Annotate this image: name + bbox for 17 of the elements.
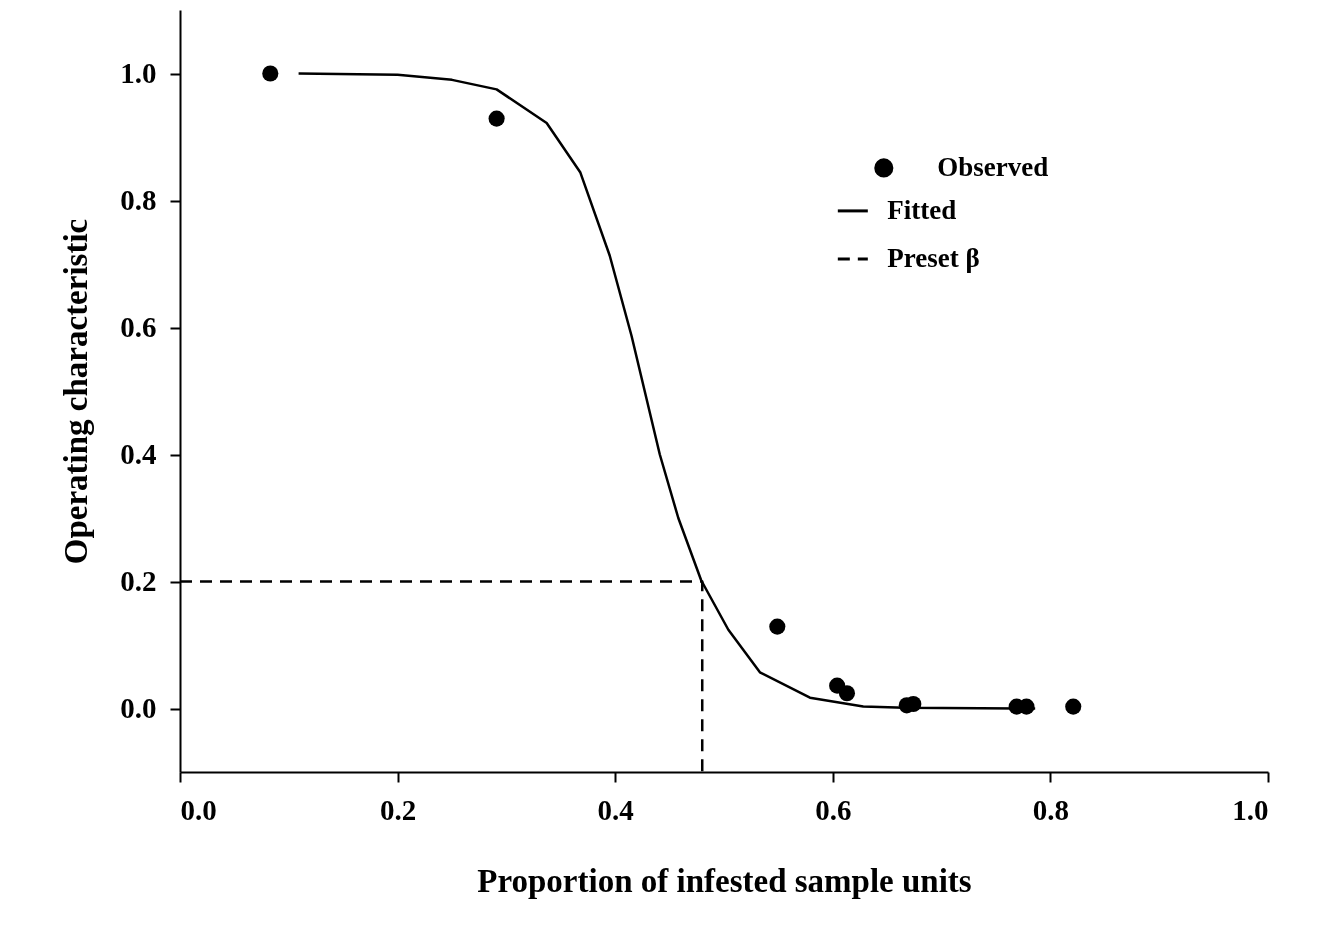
y-tick-label: 0.6 [120,311,157,343]
legend-label: Observed [937,151,1049,182]
x-tick-label: 0.4 [597,793,634,826]
x-tick-label: 1.0 [1232,793,1269,826]
legend-label: Preset β [887,242,980,273]
y-tick-label: 0.2 [120,565,157,597]
y-tick-label: 0.8 [120,184,157,216]
y-tick-label: 0.4 [120,438,157,470]
x-tick-label: 0.2 [379,793,417,826]
y-tick-label: 0.0 [120,692,157,724]
y-axis-title: Operating characteristic [58,218,95,565]
x-tick-label: 0.6 [815,793,852,826]
x-tick-label: 0.8 [1032,793,1070,826]
x-axis-title: Proportion of infested sample units [477,862,972,899]
x-tick-label: 0.0 [180,793,217,826]
legend-label: Fitted [887,194,957,225]
y-tick-label: 1.0 [120,57,157,89]
